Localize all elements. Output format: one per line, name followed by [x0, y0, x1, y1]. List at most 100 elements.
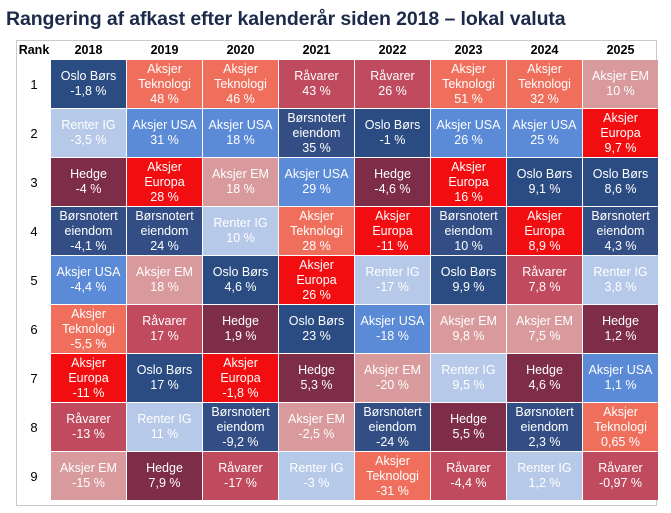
table-cell: Oslo Børs 17 % — [127, 354, 202, 402]
asset-class-label: Aksjer USA — [132, 118, 197, 132]
return-value: 51 % — [454, 91, 483, 106]
asset-class-label: Aksjer EM — [364, 363, 421, 377]
year-header-2021: 2021 — [302, 43, 331, 57]
return-value: 31 % — [150, 133, 179, 147]
return-value: -9,2 % — [222, 434, 259, 449]
asset-class-label: Aksjer — [147, 159, 182, 174]
return-value: 26 % — [302, 287, 331, 302]
table-cell: Råvarer 7,8 % — [507, 256, 582, 304]
table-cell: Aksjer Europa -11 % — [51, 354, 126, 402]
return-value: 26 % — [454, 133, 483, 147]
asset-class-label: Europa — [600, 125, 641, 140]
asset-class-label: Aksjer — [71, 355, 106, 370]
asset-class-label: Aksjer — [375, 453, 410, 468]
asset-class-label: Renter IG — [517, 461, 572, 475]
return-value: 8,9 % — [528, 238, 561, 253]
return-value: 48 % — [150, 91, 179, 106]
asset-class-label: Oslo Børs — [136, 363, 193, 377]
return-value: -4,6 % — [374, 182, 411, 196]
asset-class-label: Børsnotert — [59, 208, 118, 223]
asset-class-label: Oslo Børs — [212, 265, 269, 279]
asset-class-label: Aksjer USA — [436, 118, 501, 132]
table-cell: Aksjer Teknologi 32 % — [507, 60, 582, 108]
table-cell: Børsnotert eiendom -4,1 % — [51, 207, 126, 255]
asset-class-label: Børsnotert — [363, 404, 422, 419]
year-header-2022: 2022 — [378, 43, 407, 57]
asset-class-label: Teknologi — [138, 76, 191, 91]
table-cell: Børsnotert eiendom -24 % — [355, 403, 430, 451]
asset-class-label: Renter IG — [61, 118, 116, 132]
asset-class-label: Aksjer EM — [516, 314, 573, 328]
return-value: 1,2 % — [604, 329, 637, 343]
asset-class-label: Teknologi — [442, 76, 495, 91]
table-cell: Aksjer Europa 8,9 % — [507, 207, 582, 255]
table-cell: Aksjer Teknologi 51 % — [431, 60, 506, 108]
rank-label-6: 6 — [30, 321, 38, 337]
year-header-2020: 2020 — [226, 43, 255, 57]
asset-class-label: eiendom — [596, 223, 645, 238]
table-cell: Aksjer Europa -1,8 % — [203, 354, 278, 402]
table-cell: Renter IG 10 % — [203, 207, 278, 255]
return-value: -3 % — [303, 476, 330, 490]
return-value: -4,4 % — [450, 476, 487, 490]
return-value: 9,5 % — [452, 378, 485, 392]
table-cell: Aksjer USA 26 % — [431, 109, 506, 157]
return-value: 23 % — [302, 329, 331, 343]
return-value: 1,1 % — [604, 378, 637, 392]
table-cell: Aksjer USA -4,4 % — [51, 256, 126, 304]
asset-class-label: Europa — [296, 272, 337, 287]
table-cell: Renter IG -3,5 % — [51, 109, 126, 157]
asset-class-label: Renter IG — [441, 363, 496, 377]
table-cell: Aksjer USA 1,1 % — [583, 354, 658, 402]
asset-class-label: Råvarer — [370, 69, 415, 83]
asset-class-label: Råvarer — [294, 69, 339, 83]
asset-class-label: Oslo Børs — [592, 167, 649, 181]
asset-class-label: Aksjer — [527, 208, 562, 223]
table-cell: Aksjer Europa 28 % — [127, 158, 202, 206]
return-value: -4 % — [75, 182, 102, 196]
return-value: -1,8 % — [70, 84, 107, 98]
return-value: 28 % — [150, 189, 179, 204]
table-cell: Råvarer -17 % — [203, 452, 278, 500]
table-cell: Børsnotert eiendom 2,3 % — [507, 403, 582, 451]
return-value: 7,5 % — [528, 329, 561, 343]
table-cell: Aksjer EM 18 % — [127, 256, 202, 304]
return-value: 43 % — [302, 84, 331, 98]
table-cell: Børsnotert eiendom 35 % — [279, 109, 354, 157]
asset-class-label: Oslo Børs — [516, 167, 573, 181]
asset-class-label: Oslo Børs — [440, 265, 497, 279]
return-value: -17 % — [376, 280, 409, 294]
return-value: -18 % — [376, 329, 409, 343]
asset-class-label: Aksjer — [603, 404, 638, 419]
year-header-2019: 2019 — [150, 43, 179, 57]
table-cell: Råvarer 26 % — [355, 60, 430, 108]
table-cell: Aksjer Europa -11 % — [355, 207, 430, 255]
asset-class-label: Råvarer — [446, 461, 491, 475]
table-cell: Aksjer EM 10 % — [583, 60, 658, 108]
rank-label-4: 4 — [30, 223, 38, 239]
asset-class-label: Renter IG — [213, 216, 268, 230]
rank-label-9: 9 — [30, 468, 38, 484]
asset-class-label: Råvarer — [66, 412, 111, 426]
asset-class-label: Råvarer — [142, 314, 187, 328]
rank-label-5: 5 — [30, 272, 38, 288]
table-cell: Aksjer Teknologi -31 % — [355, 452, 430, 500]
rank-label-7: 7 — [30, 370, 38, 386]
table-cell: Renter IG 11 % — [127, 403, 202, 451]
asset-class-label: Aksjer EM — [60, 461, 117, 475]
return-value: 3,8 % — [604, 280, 637, 294]
return-value: 9,9 % — [452, 280, 485, 294]
asset-class-label: Aksjer — [375, 208, 410, 223]
return-value: 24 % — [150, 238, 179, 253]
asset-class-label: Renter IG — [593, 265, 648, 279]
return-value: -4,4 % — [70, 280, 107, 294]
table-cell: Råvarer -0,97 % — [583, 452, 658, 500]
asset-class-label: Aksjer EM — [440, 314, 497, 328]
table-cell: Oslo Børs -1 % — [355, 109, 430, 157]
asset-class-label: Hedge — [298, 363, 335, 377]
return-value: 18 % — [150, 280, 179, 294]
table-cell: Børsnotert eiendom 4,3 % — [583, 207, 658, 255]
return-value: 46 % — [226, 91, 255, 106]
return-value: 7,8 % — [528, 280, 561, 294]
asset-class-label: Europa — [68, 370, 109, 385]
